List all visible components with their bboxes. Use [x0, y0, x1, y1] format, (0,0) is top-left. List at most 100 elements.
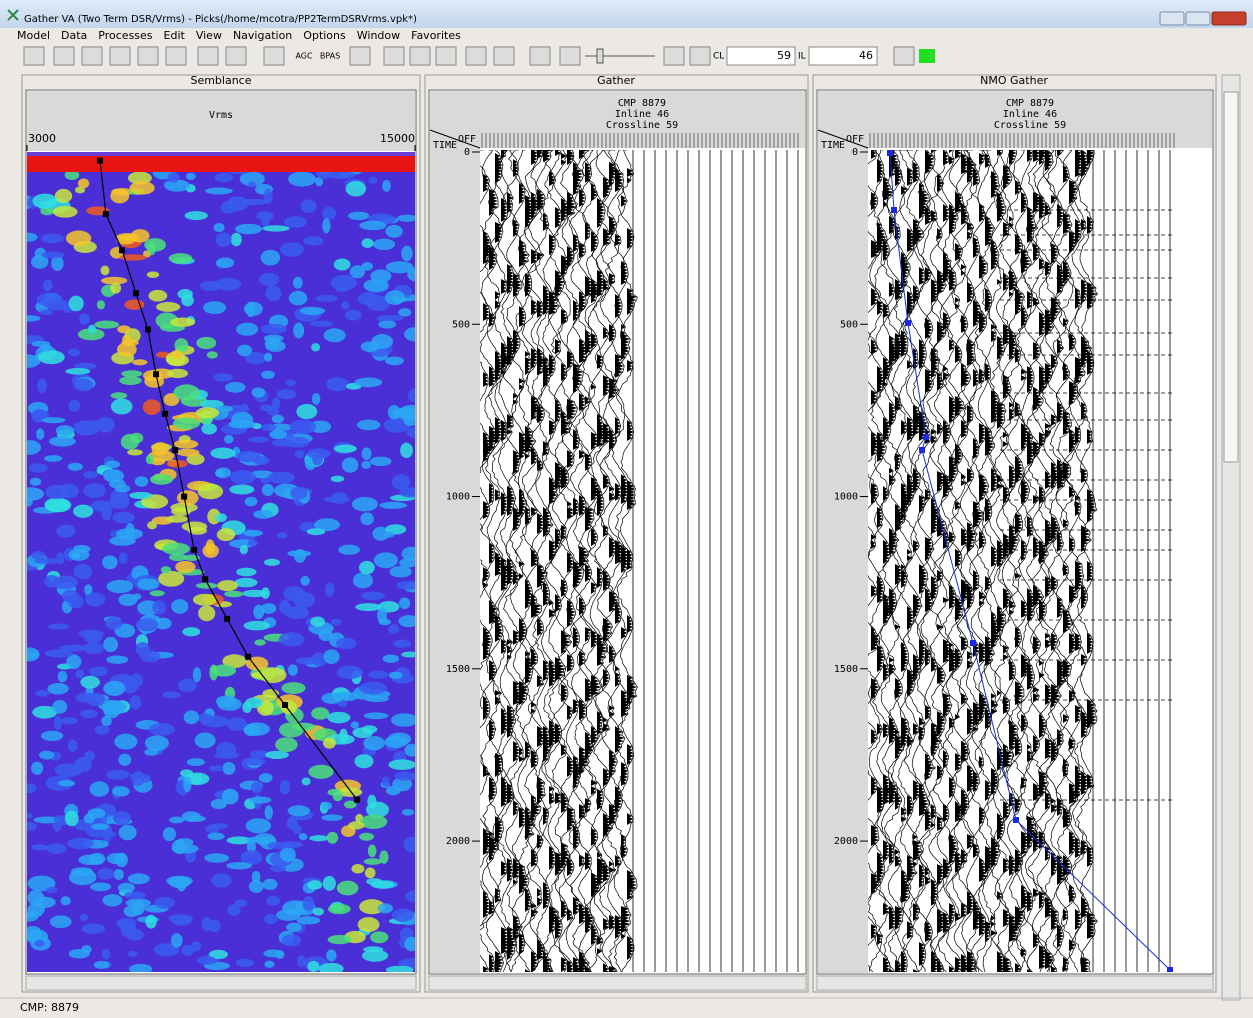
- menu-item[interactable]: Favorites: [411, 29, 461, 42]
- semblance-blob: [249, 797, 271, 804]
- semblance-blob: [97, 300, 105, 309]
- semblance-blob: [201, 423, 217, 434]
- semblance-blob: [46, 498, 71, 512]
- menu-item[interactable]: Edit: [164, 29, 186, 42]
- velocity-pick[interactable]: [191, 547, 197, 553]
- semblance-blob: [91, 823, 109, 829]
- semblance-blob: [261, 213, 270, 228]
- h-scrollbar[interactable]: [429, 976, 806, 990]
- tool-button[interactable]: [384, 47, 404, 65]
- tool-button[interactable]: [264, 47, 284, 65]
- semblance-blob: [243, 530, 263, 537]
- menu-item[interactable]: Options: [303, 29, 346, 42]
- tool-button[interactable]: [466, 47, 486, 65]
- semblance-blob: [69, 949, 90, 958]
- tool-button[interactable]: [530, 47, 550, 65]
- semblance-blob: [285, 606, 309, 619]
- menu-item[interactable]: Processes: [98, 29, 152, 42]
- semblance-blob: [361, 591, 385, 600]
- velocity-pick[interactable]: [245, 654, 251, 660]
- velocity-pick[interactable]: [162, 411, 168, 417]
- il-value[interactable]: 46: [859, 49, 873, 62]
- menu-item[interactable]: Data: [61, 29, 87, 42]
- semblance-blob: [286, 923, 301, 933]
- slider-thumb[interactable]: [597, 49, 603, 63]
- semblance-blob: [40, 309, 54, 315]
- semblance-blob: [106, 770, 129, 780]
- tool-button[interactable]: [24, 47, 44, 65]
- velocity-pick[interactable]: [172, 447, 178, 453]
- semblance-blob: [47, 683, 68, 694]
- semblance-blob: [29, 463, 48, 473]
- semblance-blob: [253, 510, 273, 519]
- menu-item[interactable]: Navigation: [233, 29, 292, 42]
- tool-button[interactable]: [494, 47, 514, 65]
- semblance-blob: [87, 808, 105, 818]
- semblance-blob: [334, 258, 351, 270]
- h-scrollbar[interactable]: [26, 976, 416, 990]
- semblance-blob: [158, 571, 184, 587]
- semblance-blob: [370, 457, 391, 466]
- semblance-blob: [368, 177, 377, 184]
- tool-button[interactable]: [894, 47, 914, 65]
- time-label: TIME: [433, 140, 457, 151]
- semblance-blob: [170, 317, 195, 326]
- h-scrollbar[interactable]: [817, 976, 1213, 990]
- tool-button[interactable]: [350, 47, 370, 65]
- velocity-pick[interactable]: [282, 702, 288, 708]
- tool-button[interactable]: [82, 47, 102, 65]
- velocity-pick[interactable]: [133, 290, 139, 296]
- velocity-pick[interactable]: [119, 247, 125, 253]
- close-button[interactable]: [1212, 12, 1246, 25]
- semblance-blob: [66, 654, 81, 669]
- velocity-pick[interactable]: [202, 576, 208, 582]
- semblance-blob: [213, 373, 233, 381]
- semblance-blob: [43, 279, 53, 291]
- velocity-pick[interactable]: [354, 797, 360, 803]
- semblance-blob: [48, 623, 70, 629]
- velocity-pick[interactable]: [224, 616, 230, 622]
- minimize-button[interactable]: [1160, 12, 1184, 25]
- tool-button[interactable]: [198, 47, 218, 65]
- velocity-pick[interactable]: [181, 494, 187, 500]
- tool-button-text[interactable]: AGC: [295, 52, 313, 61]
- tool-button[interactable]: [690, 47, 710, 65]
- tool-button-text[interactable]: BPAS: [320, 52, 340, 61]
- tool-button[interactable]: [110, 47, 130, 65]
- semblance-blob: [35, 690, 49, 697]
- menu-item[interactable]: View: [196, 29, 222, 42]
- tool-button[interactable]: [410, 47, 430, 65]
- tool-button[interactable]: [436, 47, 456, 65]
- gather-header: Crossline 59: [606, 120, 678, 131]
- maximize-button[interactable]: [1186, 12, 1210, 25]
- semblance-blob: [184, 710, 199, 724]
- velocity-pick[interactable]: [153, 371, 159, 377]
- tool-button[interactable]: [664, 47, 684, 65]
- velocity-pick[interactable]: [145, 326, 151, 332]
- velocity-pick[interactable]: [103, 211, 109, 217]
- tool-button[interactable]: [138, 47, 158, 65]
- semblance-blob: [127, 449, 143, 455]
- semblance-blob: [398, 615, 419, 627]
- semblance-blob: [182, 811, 201, 822]
- semblance-blob: [39, 751, 54, 760]
- semblance-blob: [145, 915, 156, 929]
- semblance-blob: [246, 302, 255, 318]
- menu-item[interactable]: Model: [17, 29, 50, 42]
- semblance-blob: [295, 450, 305, 459]
- cl-value[interactable]: 59: [777, 49, 791, 62]
- tool-button[interactable]: [166, 47, 186, 65]
- velocity-pick[interactable]: [97, 158, 103, 164]
- semblance-blob: [296, 404, 317, 419]
- semblance-blob: [204, 853, 229, 863]
- scroll-thumb[interactable]: [1224, 92, 1238, 462]
- tool-button[interactable]: [226, 47, 246, 65]
- semblance-blob: [152, 600, 166, 615]
- tool-button[interactable]: [560, 47, 580, 65]
- semblance-blob: [88, 420, 102, 427]
- menu-item[interactable]: Window: [357, 29, 400, 42]
- off-label: OFF: [458, 134, 476, 145]
- semblance-blob: [222, 762, 235, 775]
- tool-button[interactable]: [54, 47, 74, 65]
- semblance-blob: [400, 443, 413, 459]
